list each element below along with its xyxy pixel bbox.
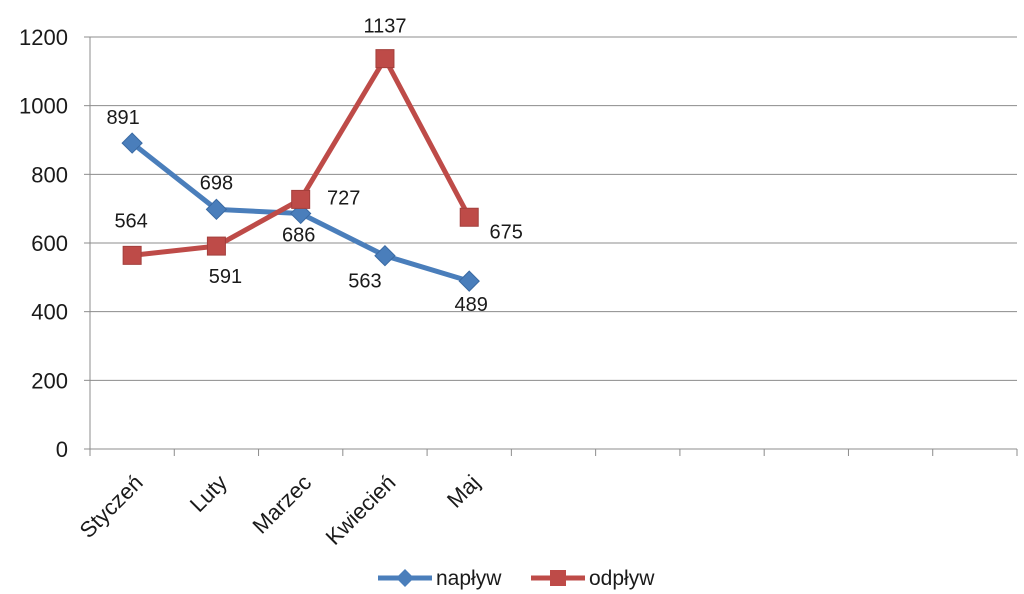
data-label: 675	[490, 221, 523, 243]
x-tick-label: Kwiecień	[321, 470, 401, 550]
legend-marker-square	[550, 570, 566, 586]
gridlines	[90, 36, 1017, 381]
data-point-diamond	[458, 270, 480, 292]
data-label: 1137	[363, 16, 406, 38]
legend: napływ odpływ	[378, 567, 655, 590]
data-point-diamond	[374, 244, 396, 267]
y-tick-label: 1000	[19, 94, 68, 119]
legend-label: napływ	[436, 567, 502, 590]
x-tick-label: Maj	[442, 470, 485, 513]
y-tick-label: 800	[31, 162, 68, 187]
x-axis: Styczeń Luty Marzec Kwiecień Maj	[75, 448, 1018, 550]
x-tick-label: Marzec	[248, 470, 317, 539]
x-tick-label: Styczeń	[75, 470, 148, 543]
data-label: 727	[327, 187, 360, 209]
legend-marker-diamond	[396, 569, 414, 587]
legend-item: napływ	[378, 567, 502, 590]
y-tick-label: 1200	[19, 25, 68, 50]
data-label: 564	[114, 210, 147, 232]
data-point-square	[206, 236, 226, 256]
y-tick-label: 600	[31, 231, 68, 256]
data-label: 563	[348, 271, 381, 293]
data-point-diamond	[205, 198, 228, 221]
series-layer	[121, 49, 480, 292]
data-label: 891	[106, 107, 139, 129]
data-point-square	[375, 49, 395, 69]
data-point-square	[459, 207, 479, 227]
y-tick-label: 200	[31, 368, 68, 393]
data-point-square	[291, 189, 311, 209]
data-labels: 891 698 686 563 489 564 591 727 1137 675	[106, 16, 522, 316]
y-tick-label: 400	[31, 300, 68, 325]
data-label: 591	[209, 266, 242, 288]
data-label: 698	[200, 172, 233, 194]
legend-item: odpływ	[531, 567, 655, 590]
data-point-square	[122, 245, 142, 265]
x-tick-label: Luty	[185, 470, 232, 517]
data-label: 686	[282, 224, 315, 246]
data-point-diamond	[121, 132, 143, 154]
y-axis: 0 200 400 600 800 1000 1200	[19, 25, 91, 462]
data-label: 489	[455, 294, 488, 316]
legend-label: odpływ	[589, 567, 655, 590]
y-tick-label: 0	[56, 437, 68, 462]
